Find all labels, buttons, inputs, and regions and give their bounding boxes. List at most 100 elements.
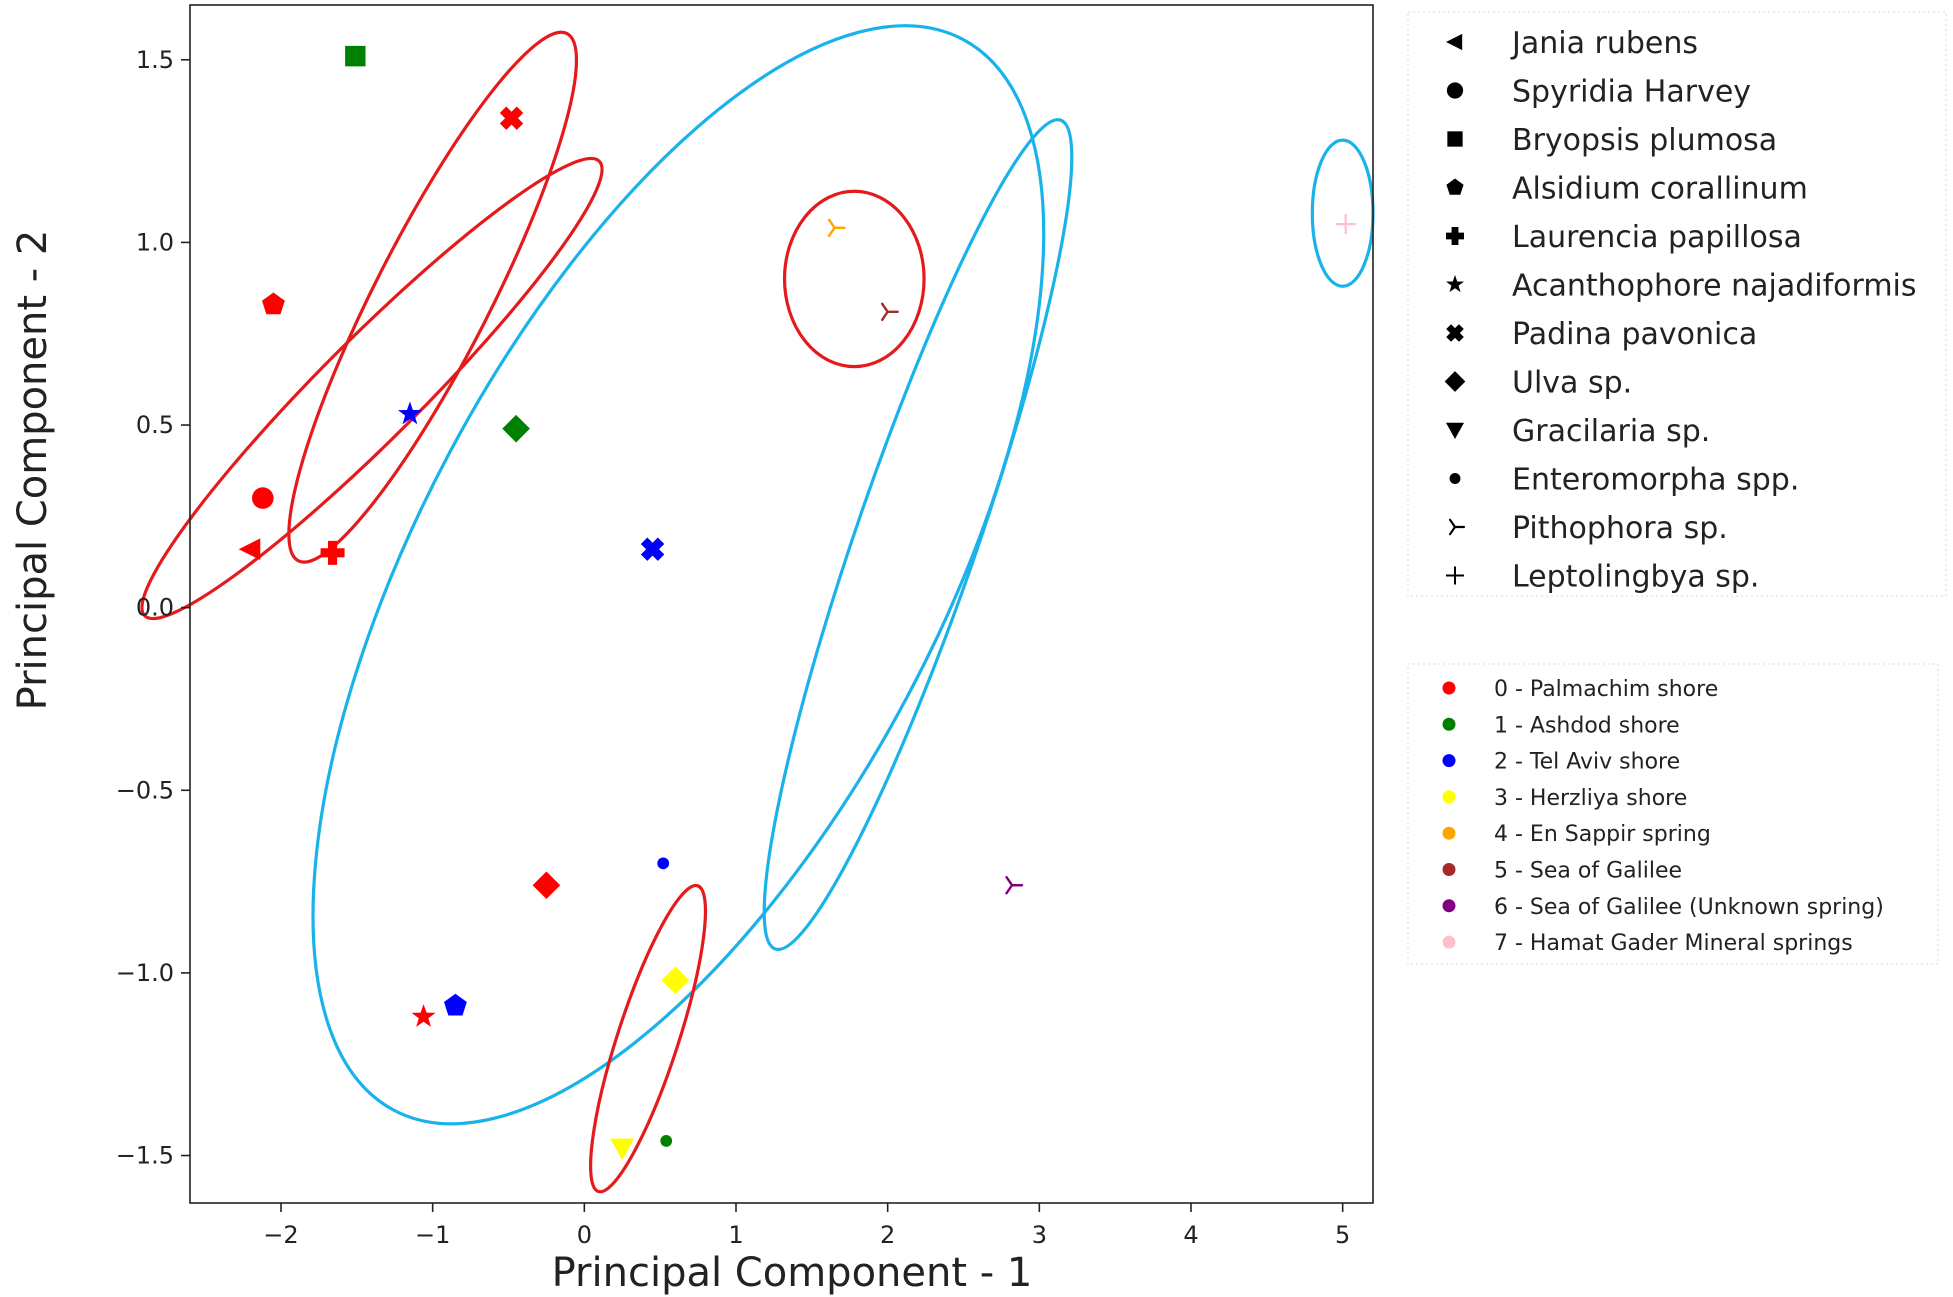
data-point-8-shape [499, 106, 524, 130]
species-legend-marker-6 [1446, 324, 1464, 342]
plot-area-frame [189, 4, 1374, 1204]
data-point-12-shape [661, 966, 690, 995]
species-legend-marker-1 [1446, 82, 1464, 99]
y-axis-label: Principal Component - 2 [10, 230, 56, 711]
data-point-11 [532, 871, 561, 900]
species-legend-marker-11-shape [1446, 566, 1464, 585]
data-point-14 [657, 857, 670, 870]
x-tick-label-4: 2 [880, 1221, 895, 1249]
data-point-9 [640, 537, 665, 561]
data-point-3-shape [262, 292, 285, 315]
species-legend-marker-7 [1444, 371, 1466, 392]
species-legend-label-1: Spyridia Harvey [1512, 75, 1751, 110]
species-legend-marker-10 [1448, 518, 1466, 536]
x-tick-label-0: −2 [263, 1221, 298, 1249]
species-legend-marker-8-shape [1446, 422, 1464, 439]
species-legend: Jania rubens Spyridia Harvey Bryopsis plum… [1407, 11, 1947, 597]
data-point-5 [320, 540, 345, 565]
data-point-18 [1005, 876, 1024, 895]
species-legend-marker-4-shape [1446, 227, 1464, 245]
data-point-1 [251, 487, 274, 509]
site-legend-label-3: 3 - Herzliya shore [1494, 786, 1687, 811]
site-legend: 0 - Palmachim shore 1 - Ashdod shore 2 - T… [1407, 663, 1939, 965]
species-legend-marker-6-shape [1446, 324, 1464, 342]
cluster-ellipse-6 [589, 883, 708, 1194]
data-point-14-shape [657, 857, 670, 870]
data-point-10-shape [502, 414, 530, 443]
data-point-13-shape [610, 1138, 635, 1161]
data-point-3 [262, 292, 285, 315]
x-tick-label-3: 1 [728, 1221, 743, 1249]
cluster-ellipse-5 [782, 189, 926, 369]
species-legend-marker-7-shape [1444, 371, 1466, 392]
cluster-ellipses [140, 24, 1375, 1194]
data-point-19 [1335, 214, 1356, 235]
species-legend-marker-9-shape [1449, 473, 1461, 484]
species-legend-marker-3-shape [1446, 178, 1464, 195]
site-legend-marker-2 [1442, 754, 1456, 768]
site-legend-label-0: 0 - Palmachim shore [1494, 677, 1718, 702]
data-point-16 [827, 218, 846, 237]
y-tick-label-4: −0.5 [116, 776, 174, 804]
data-point-0 [238, 538, 261, 561]
cluster-ellipse-2 [1310, 138, 1375, 288]
cluster-ellipse-1 [762, 118, 1074, 952]
site-legend-marker-0 [1442, 681, 1456, 695]
y-tick-label-1: 1.0 [136, 228, 174, 256]
cluster-ellipse-4 [140, 156, 604, 621]
species-legend-label-9: Enteromorpha spp. [1512, 463, 1799, 498]
site-legend-marker-6 [1442, 899, 1456, 913]
data-point-18-shape [1005, 876, 1024, 895]
data-point-4 [444, 993, 467, 1016]
species-legend-marker-5-shape [1446, 275, 1464, 293]
y-axis-ticks: 1.5 1.0 0.5 0.0 −0.5 −1.0 −1.5 [116, 46, 190, 1170]
species-legend-marker-11 [1446, 566, 1464, 585]
x-tick-label-2: 0 [577, 1221, 592, 1249]
site-legend-label-4: 4 - En Sappir spring [1494, 822, 1711, 847]
y-tick-label-5: −1.0 [116, 959, 174, 987]
species-legend-label-2: Bryopsis plumosa [1512, 123, 1777, 158]
x-tick-label-5: 3 [1032, 1221, 1047, 1249]
species-legend-label-6: Padina pavonica [1512, 317, 1757, 352]
y-tick-label-0: 1.5 [136, 46, 174, 74]
x-axis-label: Principal Component - 1 [552, 1250, 1033, 1296]
species-legend-frame [1407, 11, 1947, 597]
data-point-15 [660, 1135, 673, 1147]
species-legend-label-4: Laurencia papillosa [1512, 220, 1802, 255]
site-legend-frame [1407, 663, 1939, 965]
data-point-17 [880, 302, 899, 322]
site-legend-label-7: 7 - Hamat Gader Mineral springs [1494, 931, 1853, 956]
species-legend-marker-0 [1446, 33, 1463, 51]
x-axis-ticks: −2 −1 0 1 2 3 4 5 [263, 1203, 1350, 1249]
data-point-19-shape [1335, 214, 1356, 235]
site-legend-label-6: 6 - Sea of Galilee (Unknown spring) [1494, 895, 1884, 920]
data-point-17-shape [880, 302, 899, 322]
y-tick-label-2: 0.5 [136, 411, 174, 439]
species-legend-marker-8 [1446, 422, 1464, 439]
data-point-4-shape [444, 993, 467, 1016]
species-legend-marker-5 [1446, 275, 1464, 293]
data-point-0-shape [238, 538, 261, 561]
site-legend-marker-3 [1442, 790, 1456, 804]
x-tick-label-7: 5 [1335, 1221, 1350, 1249]
site-legend-label-5: 5 - Sea of Galilee [1494, 859, 1682, 884]
data-point-13 [610, 1138, 635, 1161]
data-point-9-shape [640, 537, 665, 561]
data-point-16-shape [827, 218, 846, 237]
species-legend-label-8: Gracilaria sp. [1512, 414, 1710, 449]
site-legend-marker-1 [1442, 717, 1456, 731]
data-point-1-shape [251, 487, 274, 509]
data-point-8 [499, 106, 524, 130]
data-point-7 [411, 1004, 436, 1027]
cluster-ellipse-3 [287, 30, 579, 564]
species-legend-marker-10-shape [1448, 518, 1466, 536]
x-tick-label-6: 4 [1183, 1221, 1198, 1249]
species-legend-marker-3 [1446, 178, 1464, 195]
species-legend-marker-1-shape [1446, 82, 1464, 99]
species-legend-marker-9 [1449, 473, 1461, 484]
site-legend-marker-5 [1442, 863, 1456, 876]
cluster-ellipse-0 [311, 24, 1046, 1126]
data-point-5-shape [320, 540, 345, 565]
species-legend-label-7: Ulva sp. [1512, 366, 1632, 401]
